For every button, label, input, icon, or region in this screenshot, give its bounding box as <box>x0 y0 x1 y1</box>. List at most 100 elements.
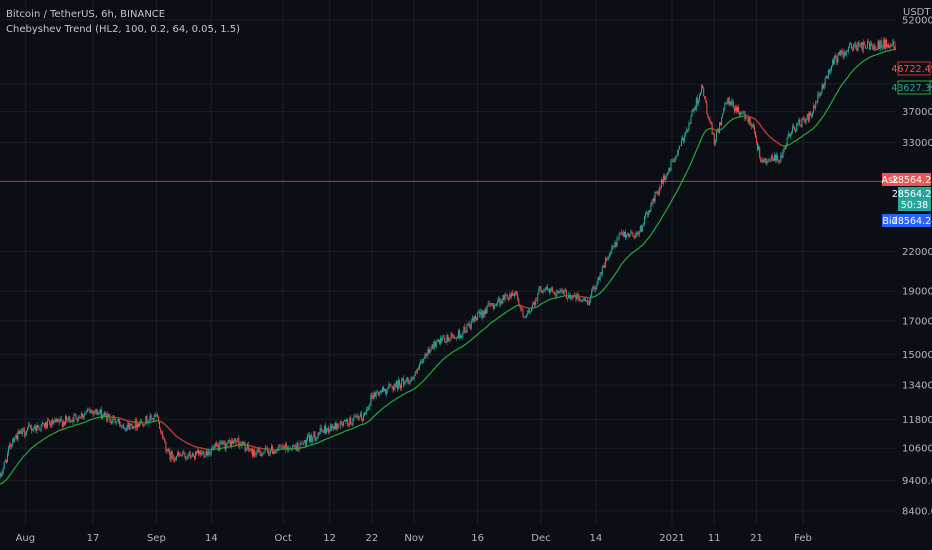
candle-up <box>387 388 389 391</box>
candle-up <box>486 306 488 314</box>
candle-up <box>243 442 245 445</box>
candle-down <box>235 438 237 442</box>
candle-down <box>634 236 636 238</box>
candle-up <box>462 332 464 338</box>
candle-up <box>785 145 787 149</box>
candle-up <box>330 424 332 431</box>
candle-down <box>578 296 580 301</box>
candle-up <box>620 232 622 233</box>
candle-up <box>370 395 372 406</box>
candle-down <box>255 454 257 456</box>
candle-up <box>824 78 826 85</box>
candle-down <box>516 291 518 295</box>
candle-down <box>524 316 526 318</box>
candle-down <box>318 432 320 434</box>
candle-up <box>124 428 126 429</box>
candle-up <box>849 43 851 48</box>
candle-up <box>342 421 344 426</box>
candle-down <box>142 422 144 426</box>
candle-up <box>560 289 562 291</box>
candle-down <box>640 225 642 232</box>
candle-down <box>216 443 218 446</box>
candle-down <box>229 441 231 447</box>
candle-down <box>753 126 755 132</box>
candle-down <box>615 242 617 246</box>
candle-down <box>341 424 343 426</box>
candle-down <box>13 438 15 442</box>
candle-up <box>336 423 338 430</box>
candle-up <box>563 290 565 295</box>
time-axis-panel[interactable] <box>0 524 932 550</box>
candle-up <box>719 122 721 133</box>
ask-label: Ask 28564.25 <box>882 173 932 186</box>
price-tick-label: 8400.00 <box>902 506 932 517</box>
time-tick-label: Feb <box>794 533 812 544</box>
candle-up <box>397 379 399 389</box>
candle-up <box>369 405 371 407</box>
candle-down <box>875 48 877 50</box>
candle-up <box>349 417 351 426</box>
candle-down <box>309 435 311 442</box>
trend-bear-segment <box>184 441 187 443</box>
candle-up <box>665 177 667 181</box>
candle-down <box>600 272 602 275</box>
candle-up <box>153 414 155 419</box>
candle-down <box>561 289 563 293</box>
trend-bear-segment <box>780 144 783 146</box>
candle-up <box>768 159 770 162</box>
candle-down <box>689 123 691 124</box>
candle-up <box>454 338 456 339</box>
candle-up <box>343 420 345 422</box>
candle-up <box>269 450 271 454</box>
candle-down <box>461 335 463 338</box>
candle-up <box>222 441 224 445</box>
candle-up <box>230 440 232 447</box>
candle-up <box>129 423 131 430</box>
candle-up <box>609 253 611 258</box>
candle-up <box>33 428 35 430</box>
candle-up <box>685 131 687 135</box>
candle-up <box>614 242 616 248</box>
candle-up <box>226 443 228 445</box>
candle-down <box>434 341 436 347</box>
candle-down <box>88 409 90 411</box>
candle-up <box>693 107 695 112</box>
candle-down <box>125 428 127 431</box>
symbol-title[interactable]: Bitcoin / TetherUS, 6h, BINANCE <box>6 9 166 20</box>
candle-up <box>515 291 517 294</box>
indicator-title[interactable]: Chebyshev Trend (HL2, 100, 0.2, 64, 0.05… <box>6 24 241 35</box>
candle-down <box>72 419 74 422</box>
trend-bear-segment <box>170 430 173 433</box>
candle-up <box>604 258 606 268</box>
candle-up <box>458 330 460 337</box>
candle-down <box>555 294 557 297</box>
candle-down <box>183 451 185 453</box>
candle-down <box>501 301 503 303</box>
candle-up <box>644 216 646 225</box>
candle-up <box>34 425 36 429</box>
candle-up <box>582 298 584 301</box>
candle-up <box>539 286 541 289</box>
candle-up <box>815 102 817 109</box>
candle-down <box>350 417 352 424</box>
candle-down <box>173 459 175 461</box>
candle-down <box>649 210 651 212</box>
candle-up <box>682 137 684 140</box>
candle-down <box>517 294 519 300</box>
candle-up <box>373 392 375 399</box>
candle-up <box>629 234 631 237</box>
trend-bear-segment <box>164 423 167 426</box>
candle-down <box>883 40 885 49</box>
candle-up <box>602 265 604 268</box>
candle-up <box>181 455 183 457</box>
candle-down <box>105 412 107 415</box>
candle-down <box>868 41 870 43</box>
currency-label: USDT <box>903 7 931 18</box>
candle-up <box>525 315 527 317</box>
candle-up <box>514 293 516 296</box>
candle-up <box>210 448 212 453</box>
candle-up <box>773 154 775 161</box>
candle-down <box>534 302 536 305</box>
